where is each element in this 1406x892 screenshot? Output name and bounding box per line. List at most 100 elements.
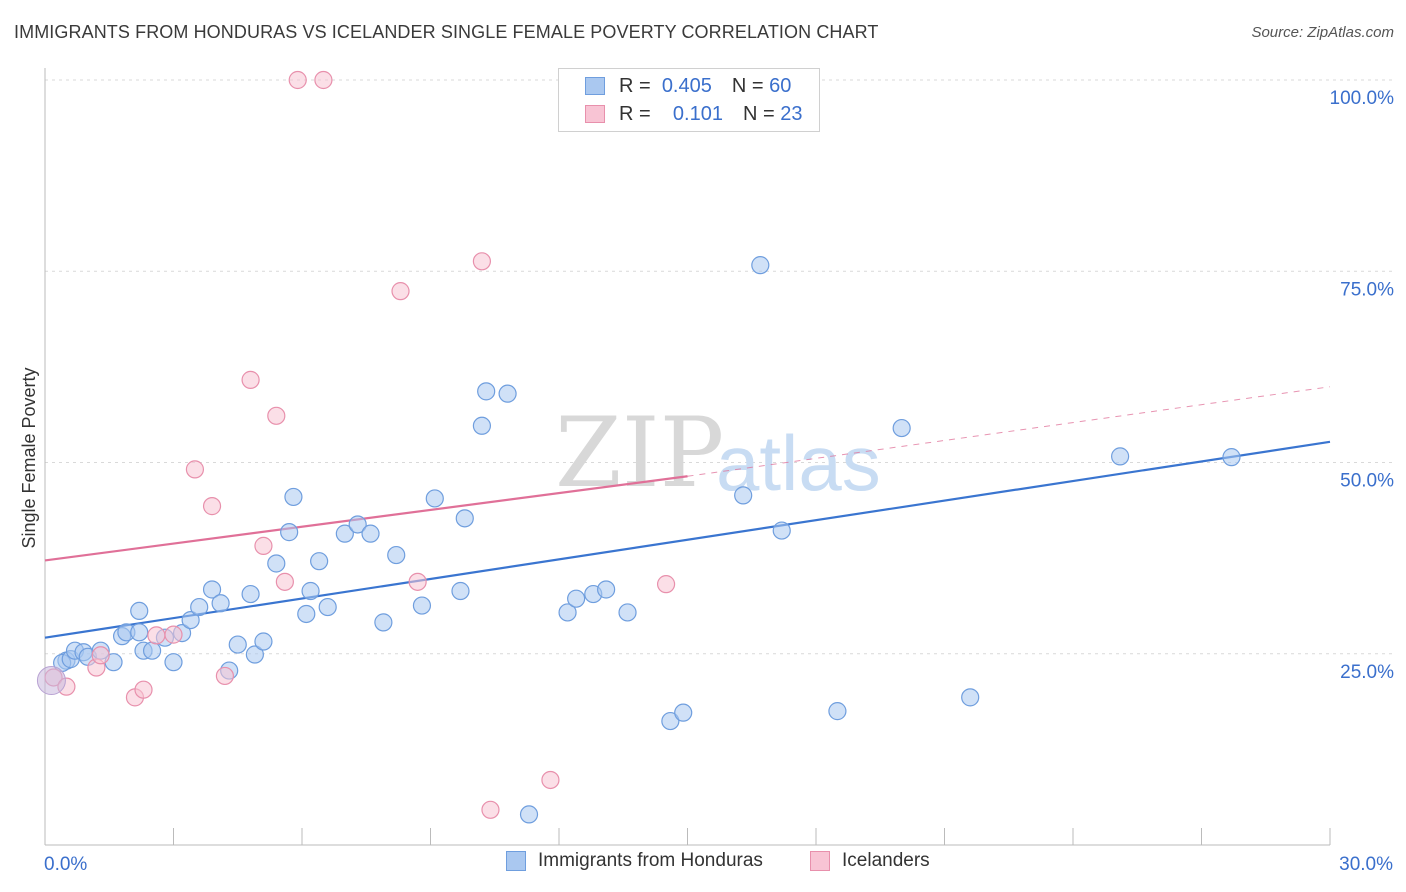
data-point-honduras — [228, 635, 247, 654]
data-point-honduras — [241, 584, 260, 604]
series-legend: Immigrants from Honduras Icelanders — [0, 850, 1406, 878]
legend-row-icelanders: R = 0.101 N = 23 — [559, 100, 802, 128]
data-point-honduras — [425, 489, 444, 508]
data-point-honduras — [374, 613, 393, 632]
data-point-icelanders — [472, 252, 491, 271]
data-point-icelanders — [91, 646, 110, 665]
legend-n-label: N = — [742, 102, 775, 125]
data-point-honduras — [245, 645, 264, 664]
data-point-honduras — [181, 610, 200, 630]
data-point-honduras — [297, 604, 316, 624]
series-legend-honduras: Immigrants from Honduras — [506, 850, 763, 872]
data-point-honduras — [892, 418, 911, 438]
y-axis-label: Single Female Poverty — [19, 367, 39, 548]
data-points — [36, 70, 1241, 824]
legend-n-value: 23 — [780, 102, 803, 125]
legend-r-label: R = — [619, 102, 651, 125]
y-tick-label: 25.0% — [1340, 662, 1394, 683]
data-point-icelanders — [254, 536, 273, 555]
data-point-honduras — [751, 256, 770, 275]
data-point-honduras — [211, 594, 230, 613]
data-point-honduras — [318, 597, 337, 617]
data-point-icelanders — [267, 406, 286, 425]
data-point-icelanders — [275, 572, 294, 591]
data-point-honduras — [284, 487, 303, 507]
data-point-honduras — [190, 597, 209, 617]
y-tick-label: 75.0% — [1340, 279, 1394, 300]
data-point-honduras — [164, 653, 183, 672]
data-point-honduras — [142, 641, 162, 660]
data-point-honduras — [348, 515, 367, 534]
trend-lines — [44, 386, 1331, 639]
data-point-icelanders — [481, 800, 500, 819]
series-legend-icelanders: Icelanders — [810, 850, 930, 872]
data-point-honduras — [202, 580, 222, 599]
source-label: Source: ZipAtlas.com — [1251, 24, 1394, 41]
data-point-honduras — [1222, 448, 1241, 467]
data-point-honduras — [597, 580, 616, 599]
data-point-honduras — [254, 632, 273, 651]
data-point-honduras — [961, 688, 980, 707]
data-point-cluster — [36, 666, 66, 696]
data-point-honduras — [387, 545, 406, 565]
data-point-honduras — [310, 552, 329, 571]
data-point-honduras — [130, 623, 149, 642]
data-point-icelanders — [215, 666, 234, 686]
data-point-icelanders — [391, 282, 410, 301]
legend-r-value: 0.405 — [661, 74, 712, 97]
watermark: ZIP atlas — [555, 397, 881, 509]
trend-line-1-solid — [44, 475, 688, 562]
x-tick-label-max: 30.0% — [1339, 854, 1393, 875]
series-swatch-honduras — [506, 851, 526, 871]
data-point-honduras — [301, 581, 320, 601]
legend-r-value: 0.101 — [672, 102, 723, 125]
data-point-honduras — [361, 524, 380, 543]
data-point-icelanders — [164, 625, 183, 644]
data-point-icelanders — [241, 370, 260, 389]
y-tick-label: 100.0% — [1330, 88, 1395, 109]
legend-swatch-honduras — [585, 77, 605, 95]
data-point-honduras — [412, 596, 432, 615]
data-point-honduras — [477, 382, 496, 401]
series-name-honduras: Immigrants from Honduras — [538, 850, 763, 871]
data-point-honduras — [335, 524, 354, 543]
data-point-honduras — [828, 702, 847, 721]
data-point-honduras — [451, 581, 470, 601]
chart-title: IMMIGRANTS FROM HONDURAS VS ICELANDER SI… — [14, 22, 879, 42]
legend-r-label: R = — [619, 74, 651, 97]
data-point-honduras — [267, 554, 286, 573]
data-point-icelanders — [202, 497, 222, 516]
data-point-honduras — [734, 486, 753, 505]
legend-n-label: N = — [731, 74, 764, 97]
tick-labels: 25.0% 50.0% 75.0% 100.0% 0.0% 30.0% — [44, 88, 1394, 875]
data-point-icelanders — [288, 70, 307, 90]
data-point-icelanders — [656, 575, 676, 594]
data-point-honduras — [130, 601, 149, 621]
data-point-icelanders — [185, 460, 205, 479]
trend-line-1-dashed — [687, 386, 1331, 477]
data-point-honduras — [661, 711, 680, 731]
data-point-honduras — [674, 703, 693, 722]
legend-swatch-icelanders — [585, 105, 605, 123]
data-point-honduras — [472, 416, 491, 435]
trend-line-0 — [44, 440, 1331, 639]
data-point-icelanders — [408, 572, 427, 591]
data-point-honduras — [618, 603, 637, 622]
data-point-honduras — [455, 509, 474, 528]
y-tick-label: 50.0% — [1340, 471, 1394, 492]
legend-row-honduras: R = 0.405 N = 60 — [559, 72, 791, 100]
data-point-icelanders — [314, 70, 333, 90]
data-point-honduras — [1111, 447, 1130, 466]
data-point-honduras — [567, 589, 586, 608]
series-swatch-icelanders — [810, 851, 830, 871]
data-point-icelanders — [147, 626, 166, 645]
watermark-zip: ZIP — [555, 397, 724, 509]
data-point-honduras — [280, 523, 299, 542]
data-point-honduras — [519, 805, 539, 824]
data-point-honduras — [772, 521, 791, 540]
data-point-icelanders — [134, 680, 153, 699]
data-point-honduras — [558, 603, 577, 622]
legend-n-value: 60 — [769, 74, 792, 97]
series-name-icelanders: Icelanders — [842, 850, 930, 871]
